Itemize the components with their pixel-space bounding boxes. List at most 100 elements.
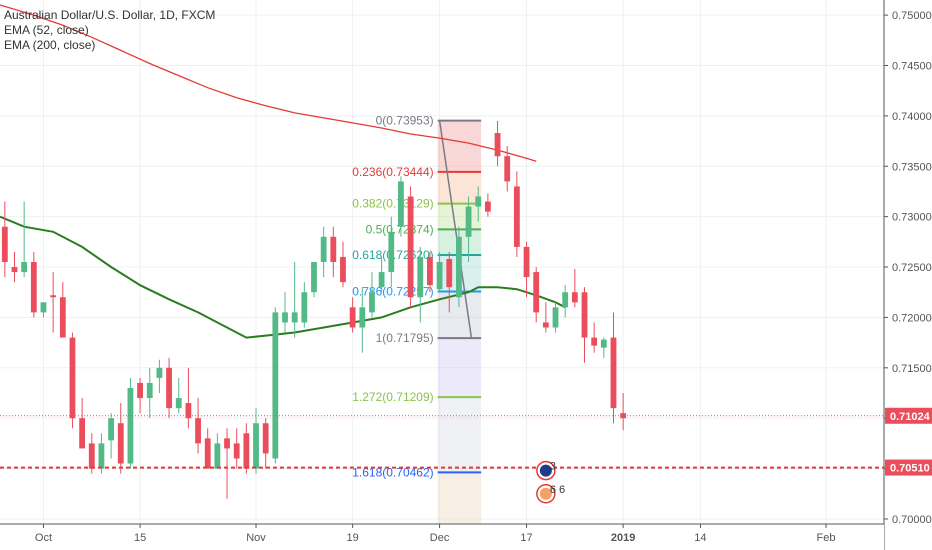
candle-body — [137, 382, 143, 399]
candle-body — [542, 322, 549, 328]
candle-body — [185, 403, 192, 419]
candle-body — [533, 272, 540, 313]
fib-level-label: 1.272(0.71209) — [352, 390, 433, 404]
candle-body — [359, 307, 366, 328]
candle-body — [40, 302, 47, 313]
candle-body — [1, 226, 8, 262]
fib-band — [437, 397, 482, 473]
candle-body — [127, 387, 134, 464]
candle-body — [427, 256, 433, 286]
candle-body — [69, 337, 76, 419]
candle-body — [600, 339, 607, 348]
fib-band — [437, 120, 482, 172]
price-axis-bg — [884, 0, 932, 550]
ema52-legend[interactable]: EMA (52, close) — [4, 23, 89, 37]
candle-body — [243, 433, 250, 469]
candle-body — [320, 236, 327, 262]
ema200-line — [0, 4, 537, 162]
time-tick-label: Dec — [430, 532, 450, 544]
candle-body — [610, 337, 617, 409]
time-tick-label: Oct — [35, 532, 52, 544]
candle-body — [117, 423, 124, 464]
candle-body — [108, 418, 115, 441]
candle-body — [378, 272, 385, 288]
fib-trend-line — [438, 120, 473, 339]
candle-body — [253, 423, 259, 469]
candle-body — [291, 312, 298, 323]
candle-body — [214, 443, 221, 469]
price-tick-label: 0.74000 — [892, 111, 932, 123]
time-tick-label: 2019 — [611, 532, 635, 544]
candle-body — [562, 292, 569, 308]
support-price-label: 0.70510 — [890, 463, 930, 475]
time-tick-label: 19 — [347, 532, 359, 544]
price-tick-label: 0.75000 — [892, 10, 932, 22]
candle-body — [494, 133, 501, 157]
price-overlays — [0, 415, 884, 469]
candle-body — [456, 236, 462, 298]
candle-body — [156, 367, 163, 378]
candle-body — [340, 256, 346, 283]
time-axis[interactable]: Oct 15 Nov 19 Dec 17 2019 14 Feb — [0, 523, 884, 550]
time-tick-label: 17 — [520, 532, 532, 544]
flag-us-icon — [539, 487, 552, 500]
candle-body — [571, 292, 578, 303]
price-tick-label: 0.72500 — [892, 262, 932, 274]
fib-level-label: 0(0.73953) — [376, 114, 434, 128]
support-price-label-bg — [885, 459, 932, 476]
candle-body — [224, 438, 230, 449]
candle-body — [398, 181, 404, 227]
time-tick-label: Nov — [246, 532, 266, 544]
candle-body — [88, 443, 95, 469]
candle-body — [523, 246, 530, 278]
candle-body — [388, 231, 395, 273]
fib-band — [437, 171, 482, 204]
time-tick-label: 14 — [694, 532, 706, 544]
candle-body — [446, 258, 453, 288]
ema200-legend[interactable]: EMA (200, close) — [4, 38, 96, 52]
candle-body — [166, 367, 172, 409]
time-tick-label: 15 — [134, 532, 146, 544]
fib-band — [437, 472, 482, 524]
candle-body — [311, 262, 317, 293]
candle-body — [175, 398, 182, 409]
candle-body — [146, 382, 153, 399]
candle-body — [620, 413, 627, 419]
flag-au-icon — [539, 464, 552, 477]
price-tick-label: 0.71500 — [892, 363, 932, 375]
symbol-title[interactable]: Australian Dollar/U.S. Dollar, 1D, FXCM — [4, 8, 216, 22]
ema52-line — [0, 215, 566, 339]
fib-level-label: 1(0.71795) — [376, 331, 434, 345]
chart-legend: Australian Dollar/U.S. Dollar, 1D, FXCM … — [4, 8, 215, 53]
candle-body — [195, 418, 201, 444]
candle-body — [407, 196, 414, 298]
candle-body — [552, 307, 559, 328]
candle-body — [330, 236, 337, 262]
event-count: 3 — [550, 461, 556, 473]
candle-body — [204, 438, 211, 469]
candlesticks — [1, 120, 627, 499]
ema-lines — [0, 4, 566, 339]
candle-body — [513, 186, 520, 247]
price-tick-label: 0.73500 — [892, 161, 932, 173]
price-axis[interactable]: 0.75000 0.74500 0.74000 0.73500 0.73000 0.725… — [883, 0, 932, 550]
time-tick-label: Feb — [817, 532, 836, 544]
time-axis-bg — [0, 524, 884, 550]
candle-body — [349, 307, 356, 328]
candle-body — [301, 292, 308, 323]
fib-level-label: 0.236(0.73444) — [352, 165, 433, 179]
price-tick-label: 0.72000 — [892, 312, 932, 324]
candle-body — [11, 267, 18, 273]
candle-body — [262, 423, 269, 454]
price-tick-label: 0.70000 — [892, 514, 932, 526]
fib-level-label: 0.5(0.72874) — [366, 222, 434, 236]
candle-body — [591, 337, 598, 346]
last-price-label: 0.71024 — [890, 411, 931, 423]
candle-body — [417, 256, 424, 298]
fib-band — [437, 338, 482, 398]
candle-body — [21, 262, 28, 273]
economic-events[interactable]: 3 6 6 — [536, 461, 565, 504]
event-count: 6 6 — [550, 484, 565, 496]
candle-body — [233, 443, 240, 459]
